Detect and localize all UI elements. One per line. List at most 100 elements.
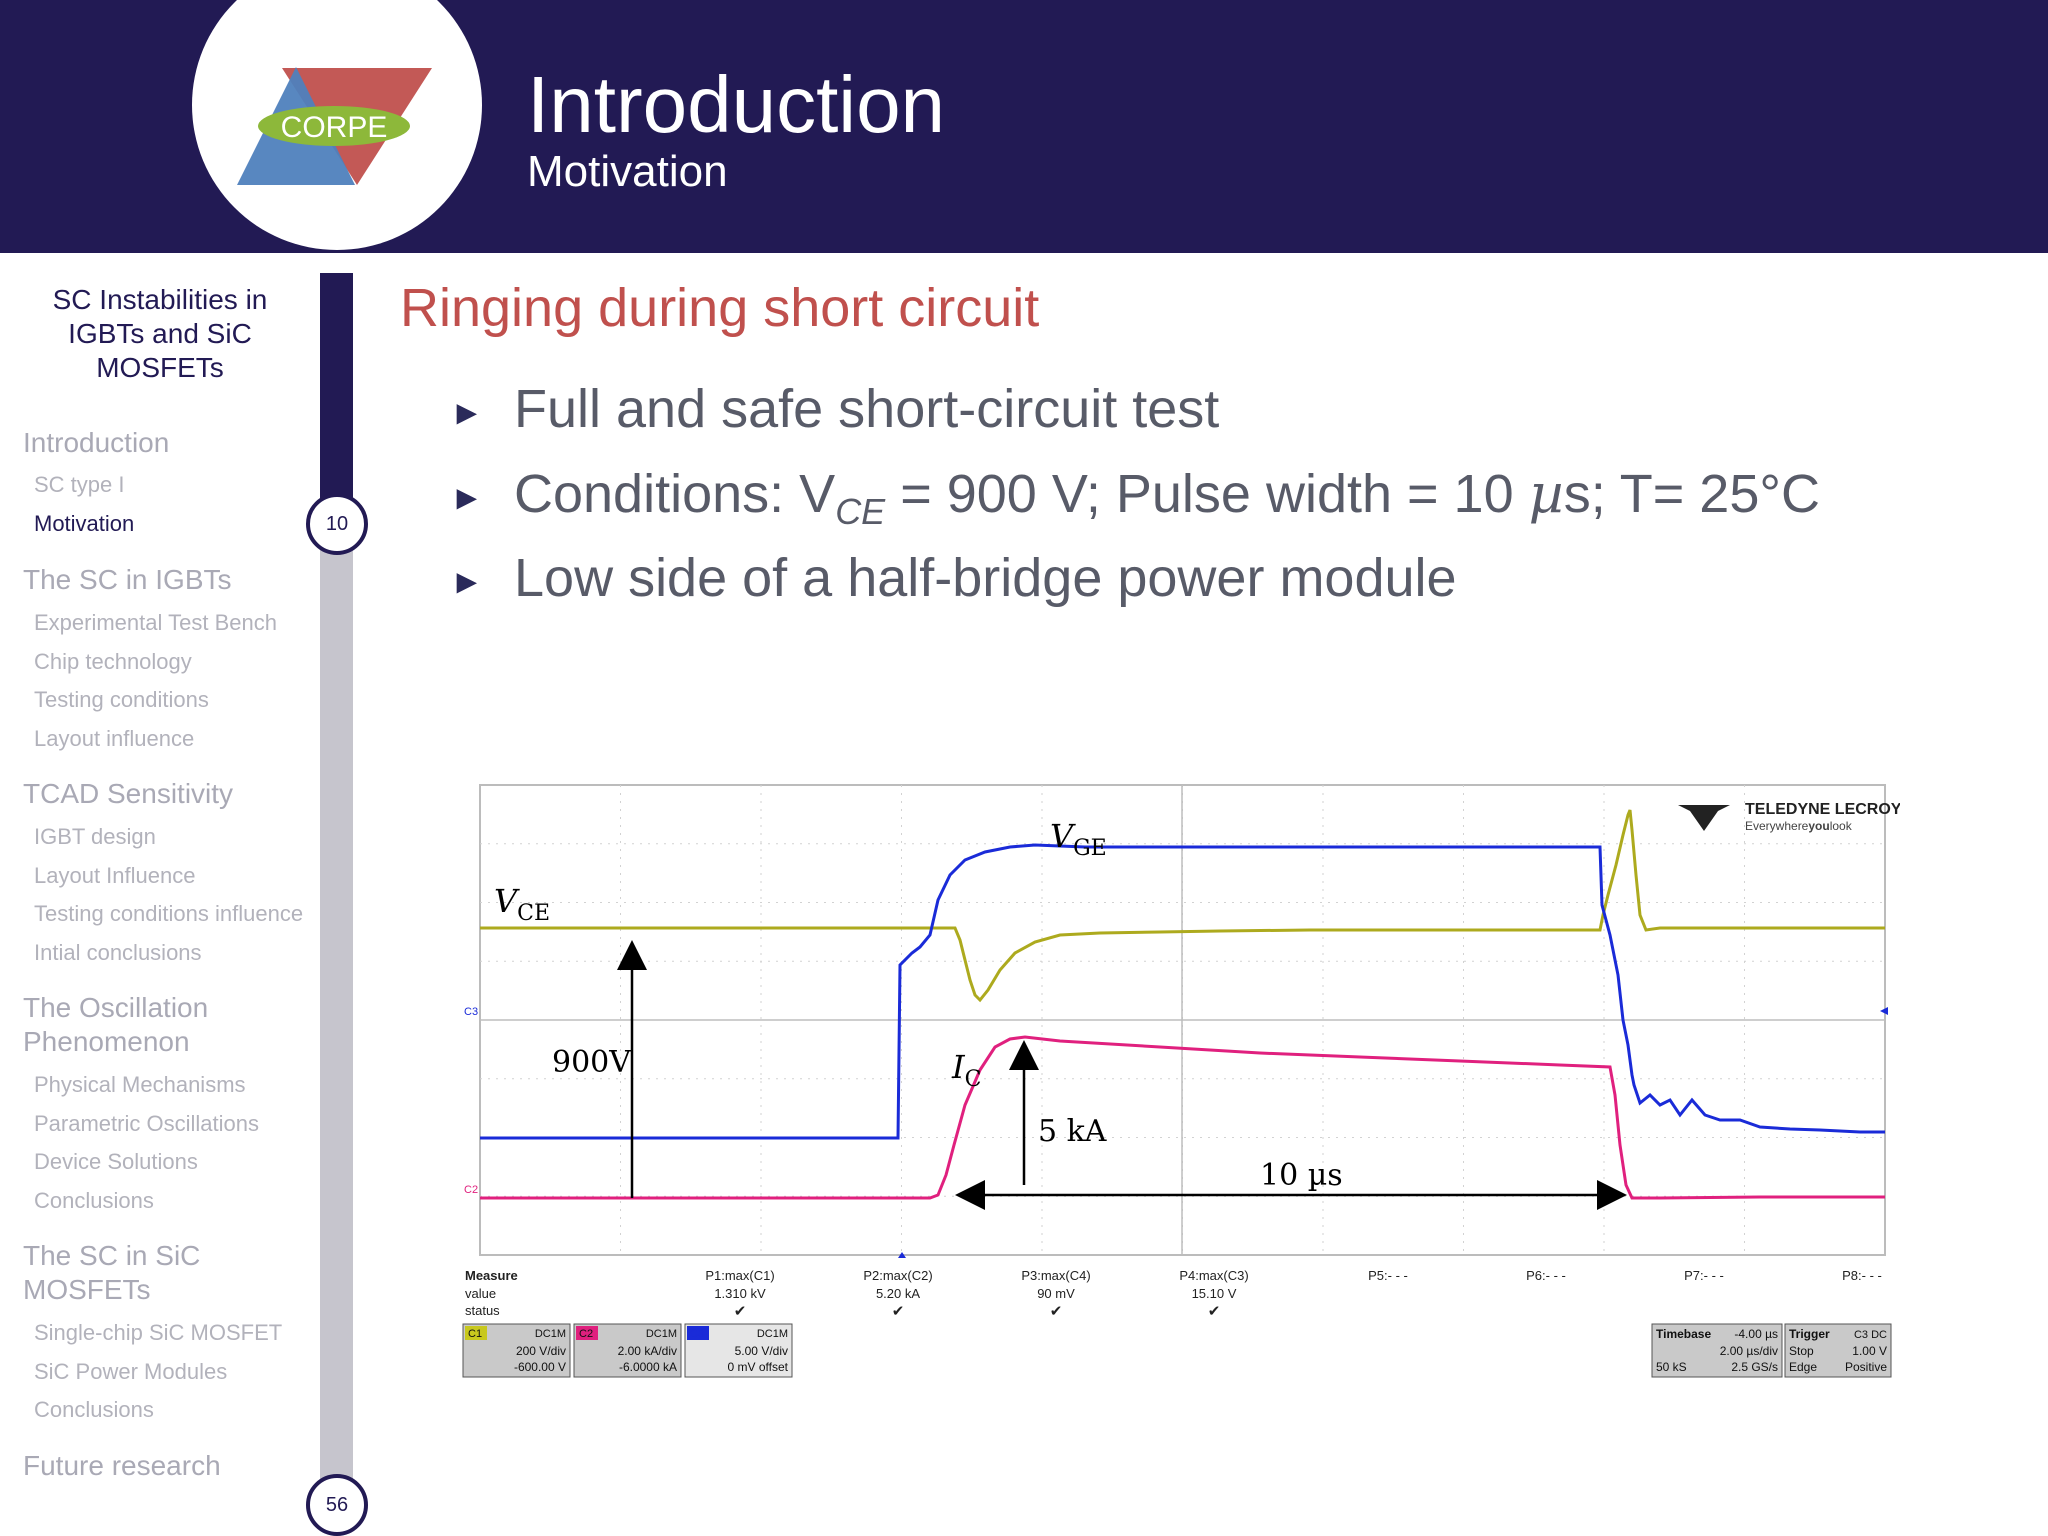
timebase-box[interactable] [1651,1323,1783,1378]
logo-text: CORPE [281,111,388,144]
nav-section-tcad[interactable]: TCAD Sensitivity [23,778,234,809]
trigger-label: Trigger [1789,1327,1830,1341]
oscilloscope-capture: VGE VCE IC 900V 5 kA 10 µs C3 C2 TELEDYN… [460,775,1902,1385]
measure-param-label[interactable]: P4:max(C3) [1179,1268,1248,1283]
status-check-icon: ✔ [1208,1303,1221,1320]
c3-marker: C3 [464,1006,478,1018]
teledyne-logo-icon [1678,805,1730,831]
nav-section-oscillation[interactable]: The Oscillation Phenomenon [23,992,209,1057]
measure-param-value: 1.310 kV [714,1286,766,1301]
bullet-item: ► Full and safe short-circuit test [450,377,1219,445]
channel-c2-id: C2 [579,1328,593,1340]
vge-trace [480,843,1885,1140]
channel-c1-scale: 200 V/div [516,1344,566,1358]
vendor-tagline-bold: you [1808,819,1829,833]
svg-text:IC: IC [951,1048,981,1092]
time-annotation: 10 µs [1260,1158,1343,1193]
channel-c1-coupling: DC1M [535,1328,566,1340]
ic-trace [480,1035,1885,1200]
nav-item-layout-influence-tcad[interactable]: Layout Influence [34,863,196,888]
measure-param-label[interactable]: P8:- - - [1842,1268,1882,1283]
status-check-icon: ✔ [892,1303,905,1320]
channel-c2-offset: -6.0000 kA [619,1360,677,1374]
nav-item-sc-type-1[interactable]: SC type I [34,472,125,497]
page-title: Introduction [527,60,946,149]
bullet-item: ► Low side of a half-bridge power module [450,546,1457,614]
measure-param-label[interactable]: P7:- - - [1684,1268,1724,1283]
measure-param-value: 5.20 kA [876,1286,920,1301]
timebase-label: Timebase [1656,1327,1711,1341]
nav-item-parametric-oscillations[interactable]: Parametric Oscillations [34,1111,259,1136]
svg-text:Everywhereyoulook: Everywhereyoulook [1745,819,1853,833]
nav-item-device-solutions[interactable]: Device Solutions [34,1149,198,1174]
timebase-value: -4.00 µs [1734,1327,1778,1341]
nav-item-initial-conclusions[interactable]: Intial conclusions [34,940,202,965]
vge-label-sub: GE [1073,836,1107,861]
voltage-annotation: 900V [552,1045,632,1080]
measure-param-label[interactable]: P3:max(C4) [1021,1268,1090,1283]
channel-c1-id: C1 [468,1328,482,1340]
trigger-channel: C3 DC [1854,1329,1887,1341]
measure-param-label[interactable]: P5:- - - [1368,1268,1408,1283]
vendor-tagline-end: look [1830,819,1853,833]
nav-item-single-chip-sic[interactable]: Single-chip SiC MOSFET [34,1320,283,1345]
talk-title: SC Instabilities in IGBTs and SiC MOSFET… [52,284,268,383]
timebase-scale: 2.00 µs/div [1720,1344,1778,1358]
vce-trace [480,809,1885,1003]
svg-text:VGE: VGE [1050,817,1107,861]
bullet-text: = 900 V; Pulse width = 10 [885,464,1529,524]
nav-item-test-bench[interactable]: Experimental Test Bench [34,610,277,635]
vce-label-sub: CE [517,901,550,926]
channel-c2-swatch [576,1326,598,1340]
nav-section-future-research[interactable]: Future research [23,1450,221,1481]
corpe-logo: CORPE [192,0,482,250]
timebase-rate: 2.5 GS/s [1731,1360,1778,1374]
channel-c1-swatch [465,1326,487,1340]
bullet-text: Full and safe short-circuit test [514,379,1220,439]
nav-item-physical-mechanisms[interactable]: Physical Mechanisms [34,1072,246,1097]
c2-marker: C2 [464,1184,478,1196]
current-annotation: 5 kA [1038,1114,1107,1149]
trigger-box[interactable] [1784,1323,1892,1378]
measure-param-value: 90 mV [1037,1286,1075,1301]
nav-item-conclusions-osc[interactable]: Conclusions [34,1188,154,1213]
measure-status-label: status [465,1303,500,1318]
measure-title: Measure [465,1268,518,1283]
bullet-text: s; T= 25°C [1563,464,1820,524]
triangle-bullet-icon: ► [450,478,484,517]
progress-fill [320,273,353,523]
measure-param-label[interactable]: P1:max(C1) [705,1268,774,1283]
measure-value-label: value [465,1286,496,1301]
ic-label-sub: C [965,1067,982,1092]
vge-label: V [1050,817,1076,855]
nav-item-chip-technology[interactable]: Chip technology [34,649,192,674]
total-pages-indicator: 56 [306,1474,368,1536]
bullet-subscript: CE [835,490,886,532]
nav-item-testing-conditions-influence[interactable]: Testing conditions influence [34,901,304,926]
outline-sidebar: SC Instabilities in IGBTs and SiC MOSFET… [0,253,330,1536]
nav-item-sic-power-modules[interactable]: SiC Power Modules [34,1359,228,1384]
trigger-time-icon [898,1252,906,1258]
measure-param-value: 15.10 V [1192,1286,1237,1301]
trigger-mode: Stop [1789,1344,1814,1358]
channel-c3-offset: 0 mV offset [728,1360,789,1374]
channel-c3-swatch [687,1326,709,1340]
status-check-icon: ✔ [734,1303,747,1320]
nav-section-sc-sic[interactable]: The SC in SiC MOSFETs [23,1240,201,1305]
bullet-text: Low side of a half-bridge power module [514,548,1457,608]
nav-item-igbt-design[interactable]: IGBT design [34,824,156,849]
channel-c2-coupling: DC1M [646,1328,677,1340]
nav-section-sc-igbts[interactable]: The SC in IGBTs [23,564,232,595]
nav-item-layout-influence[interactable]: Layout influence [34,726,195,751]
vendor-tagline: Everywhere [1745,819,1809,833]
nav-section-introduction[interactable]: Introduction [23,427,170,458]
nav-item-testing-conditions[interactable]: Testing conditions [34,687,209,712]
measure-param-label[interactable]: P2:max(C2) [863,1268,932,1283]
channel-c3-scale: 5.00 V/div [735,1344,788,1358]
bullet-text: Conditions: V [514,464,836,524]
nav-item-conclusions-sic[interactable]: Conclusions [34,1397,154,1422]
triangle-bullet-icon: ► [450,393,484,432]
measure-param-label[interactable]: P6:- - - [1526,1268,1566,1283]
nav-item-motivation[interactable]: Motivation [34,511,135,536]
channel-c1-offset: -600.00 V [514,1360,566,1374]
